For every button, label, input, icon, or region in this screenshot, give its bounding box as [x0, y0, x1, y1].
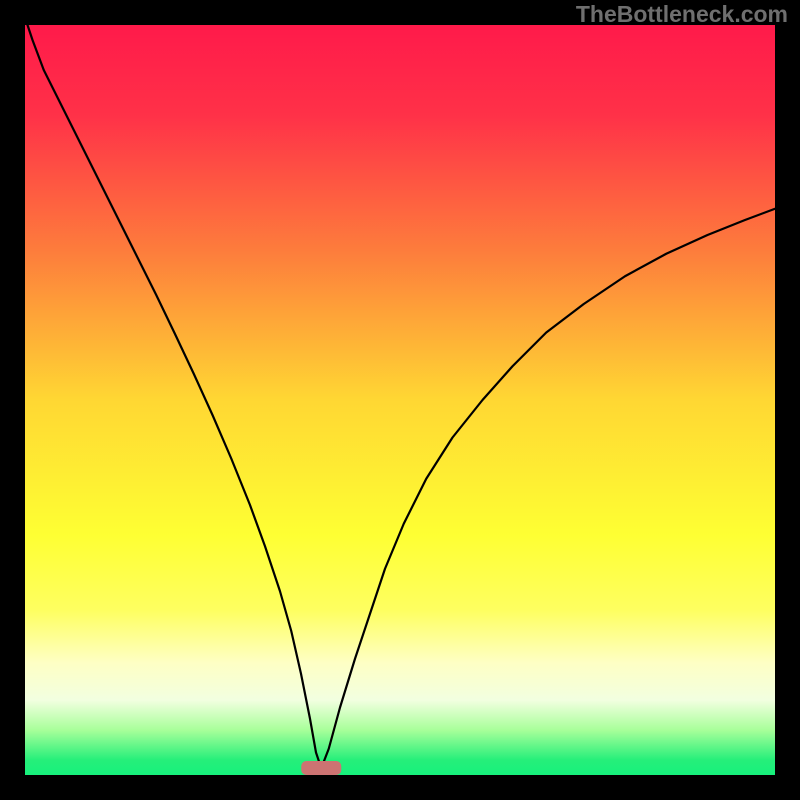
valley-marker	[301, 761, 341, 775]
chart-background	[25, 25, 775, 775]
chart-svg	[0, 0, 800, 800]
watermark-label: TheBottleneck.com	[576, 1, 788, 28]
bottleneck-chart: TheBottleneck.com	[0, 0, 800, 800]
